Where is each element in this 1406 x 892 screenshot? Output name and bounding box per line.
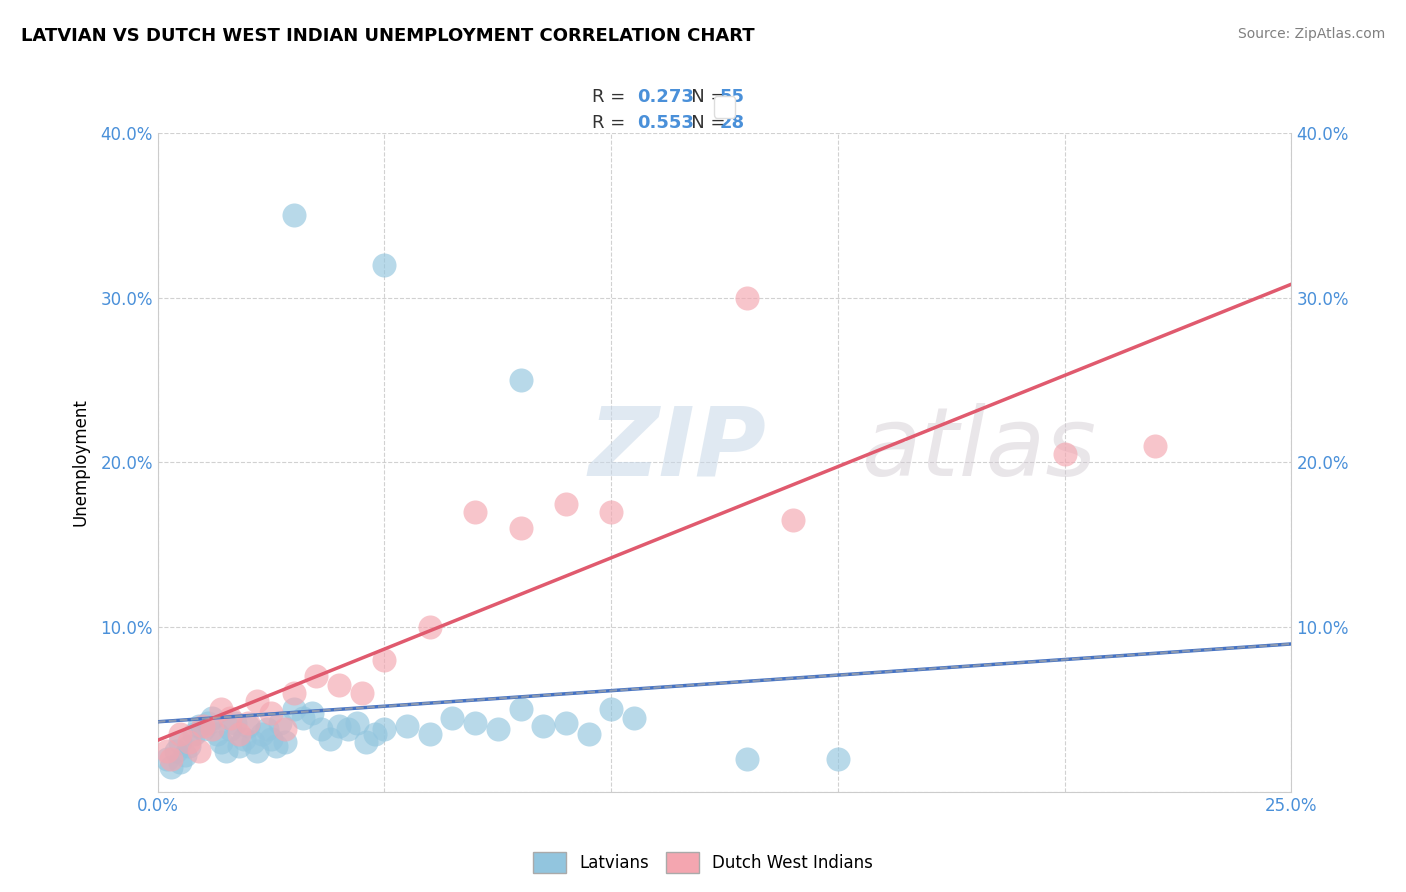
Point [328,678,350,692]
Point [283,209,305,223]
Point [169,727,191,741]
Text: LATVIAN VS DUTCH WEST INDIAN UNEMPLOYMENT CORRELATION CHART: LATVIAN VS DUTCH WEST INDIAN UNEMPLOYMEN… [21,27,755,45]
Point [165,743,187,757]
Point [201,710,224,724]
Point [827,752,849,766]
Point [735,752,758,766]
Y-axis label: Unemployment: Unemployment [72,399,89,526]
Point [209,702,232,716]
Point [346,715,368,730]
Point [228,727,250,741]
Text: N =: N = [673,114,731,132]
Point [232,731,254,746]
Point [256,722,278,736]
Point [509,702,531,716]
Point [509,373,531,387]
Point [782,513,804,527]
Point [156,752,179,766]
Point [183,727,205,741]
Point [169,755,191,769]
Text: N =: N = [673,88,731,106]
Point [187,743,209,757]
Point [1053,447,1076,461]
Text: 0.553: 0.553 [637,114,695,132]
Point [531,719,554,733]
Point [228,739,250,753]
Point [260,706,283,720]
Point [337,722,360,736]
Point [179,739,201,753]
Point [373,653,395,667]
Text: 55: 55 [720,88,745,106]
Point [187,719,209,733]
Text: 28: 28 [720,114,745,132]
Point [319,731,342,746]
Point [260,731,283,746]
Point [224,715,246,730]
Point [600,702,623,716]
Point [735,291,758,305]
Point [219,710,242,724]
Point [623,710,645,724]
Point [179,735,201,749]
Point [209,735,232,749]
Point [350,686,373,700]
Point [174,748,197,763]
Point [191,719,214,733]
Text: atlas: atlas [860,403,1095,496]
Point [600,505,623,519]
Text: R =: R = [592,88,631,106]
Point [191,722,214,736]
Point [309,722,332,736]
Point [554,497,576,511]
Point [156,743,179,757]
Point [269,715,291,730]
Point [1144,439,1167,453]
Point [160,752,183,766]
Point [291,710,314,724]
Point [464,505,486,519]
Legend:  [714,96,735,118]
Point [219,722,242,736]
Point [201,722,224,736]
Point [238,715,260,730]
Point [160,760,183,774]
Point [373,722,395,736]
Point [169,735,191,749]
Point [486,722,509,736]
Point [441,710,464,724]
Point [197,715,219,730]
Point [205,727,228,741]
Text: Source: ZipAtlas.com: Source: ZipAtlas.com [1237,27,1385,41]
Point [364,727,387,741]
Point [246,694,269,708]
Point [273,735,295,749]
Point [305,669,328,683]
Point [301,706,323,720]
Point [509,521,531,535]
Point [578,727,600,741]
Point [554,715,576,730]
Point [356,735,378,749]
Point [273,722,295,736]
Legend: Latvians, Dutch West Indians: Latvians, Dutch West Indians [526,846,880,880]
Point [215,743,238,757]
Point [283,686,305,700]
Point [419,727,441,741]
Point [264,739,287,753]
Text: ZIP: ZIP [589,403,766,496]
Point [328,719,350,733]
Point [246,743,269,757]
Point [464,715,486,730]
Point [242,735,264,749]
Point [283,702,305,716]
Text: R =: R = [592,114,631,132]
Point [396,719,419,733]
Point [238,719,260,733]
Point [419,620,441,634]
Text: 0.273: 0.273 [637,88,695,106]
Point [373,258,395,272]
Point [250,727,273,741]
